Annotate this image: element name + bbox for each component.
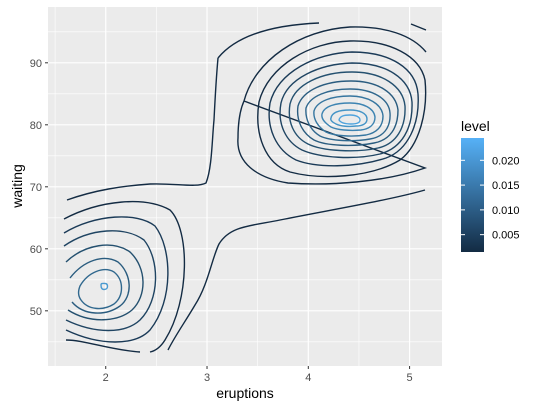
y-tick-label: 70 [30,182,42,194]
contour-line [66,57,219,201]
y-tick-label: 90 [30,58,42,70]
y-axis-title: waiting [9,164,25,209]
contour-line [237,26,428,185]
contour-line [296,80,399,147]
grid-major [48,7,442,366]
legend: level 0.020 0.015 0.010 0.005 [461,118,520,252]
contour-line [268,51,419,167]
x-tick-label: 5 [407,372,413,384]
contour-line [338,114,361,125]
contour-line [63,201,186,353]
y-tick-label: 60 [30,244,42,256]
contour-line [288,71,406,152]
x-tick-label: 2 [103,372,109,384]
contour-line [257,40,427,178]
contour-line [63,216,169,343]
legend-label: 0.020 [492,155,520,167]
contour-line [279,62,413,159]
x-tick-label: 3 [204,372,210,384]
y-tick-label: 80 [30,120,42,132]
legend-title: level [461,118,490,134]
contour-line [167,22,427,351]
legend-label: 0.010 [492,205,520,217]
contour-line [313,95,384,137]
x-tick-labels: 2 3 4 5 [103,372,413,384]
x-tick-label: 4 [305,372,311,384]
legend-label: 0.015 [492,180,520,192]
contour-line [321,102,376,132]
contour-line [77,268,123,310]
y-tick-label: 50 [30,306,42,318]
contour-line [305,88,391,142]
legend-label: 0.005 [492,230,520,242]
legend-labels: 0.020 0.015 0.010 0.005 [492,155,520,241]
contour-line [100,282,109,291]
legend-colorbar [461,138,484,252]
legend-ticks [461,159,484,236]
contour-line [330,109,368,128]
x-axis-title: eruptions [216,385,274,401]
y-tick-marks [45,62,48,312]
x-tick-marks [105,366,411,369]
contour-line [63,230,157,332]
y-tick-labels: 50 60 70 80 90 [30,58,42,318]
contour-line [65,244,144,321]
contour-lines [63,22,428,353]
contour-line [69,257,130,314]
